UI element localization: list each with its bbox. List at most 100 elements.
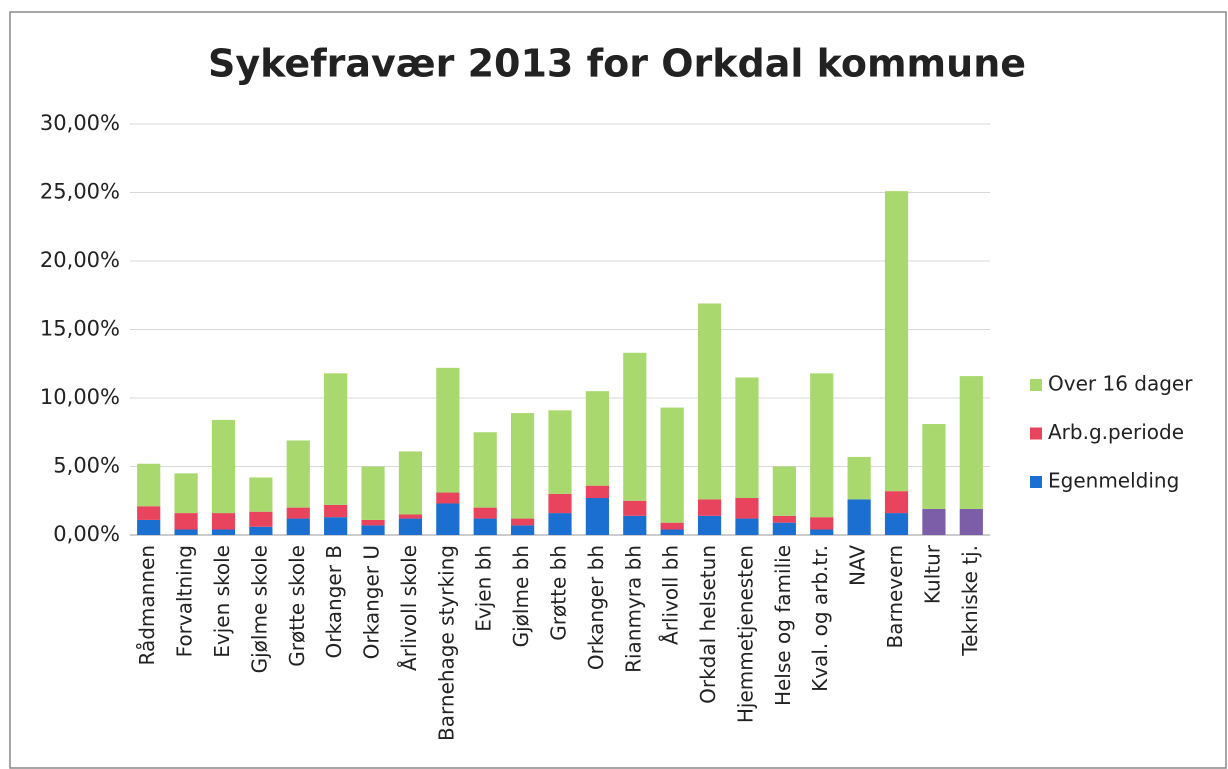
x-tick-label: Gjølme skole bbox=[247, 545, 271, 673]
bar-segment bbox=[697, 303, 722, 500]
bar-segment bbox=[660, 522, 684, 530]
bar-segment bbox=[211, 419, 236, 514]
bar-segment bbox=[922, 508, 946, 535]
legend-label: Egenmelding bbox=[1048, 469, 1179, 493]
x-tick-label: Orkanger bh bbox=[584, 545, 608, 670]
legend-label: Over 16 dager bbox=[1048, 372, 1193, 396]
x-tick-label: Gjølme bh bbox=[509, 545, 533, 647]
bar-segment bbox=[959, 376, 983, 509]
y-tick-label: 25,00% bbox=[40, 180, 120, 204]
y-tick-label: 5,00% bbox=[53, 454, 120, 478]
bar-segment bbox=[735, 518, 759, 535]
bar-segment bbox=[511, 525, 535, 535]
bar-segment bbox=[174, 473, 198, 514]
x-tick-label: Evjen skole bbox=[210, 545, 234, 658]
x-tick-label: Årlivoll bh bbox=[659, 545, 683, 645]
x-tick-label: Helse og familie bbox=[771, 545, 795, 706]
y-tick-label: 15,00% bbox=[40, 317, 120, 341]
bar-segment bbox=[174, 529, 198, 535]
bar-segment bbox=[211, 529, 236, 535]
bar-segment bbox=[137, 506, 161, 520]
y-tick-label: 20,00% bbox=[40, 248, 120, 272]
bar-segment bbox=[847, 499, 871, 535]
bar-segment bbox=[735, 498, 759, 519]
bar-segment bbox=[660, 529, 684, 535]
bar-segment bbox=[623, 352, 647, 501]
bar-segment bbox=[884, 513, 909, 535]
bar-segment bbox=[810, 373, 834, 518]
bar-segment bbox=[436, 492, 460, 504]
bar-segment bbox=[473, 518, 497, 535]
x-tick-label: Forvaltning bbox=[173, 545, 197, 657]
bar-segment bbox=[473, 432, 497, 508]
bar-segment bbox=[585, 485, 609, 499]
bar-segment bbox=[511, 518, 535, 526]
chart-frame bbox=[9, 11, 1227, 769]
bar-segment bbox=[735, 377, 759, 499]
x-tick-label: Rianmyra bh bbox=[621, 545, 645, 673]
x-tick-label: Orkanger B bbox=[322, 545, 346, 658]
bar-segment bbox=[398, 514, 423, 519]
y-tick-label: 10,00% bbox=[40, 385, 120, 409]
bar-segment bbox=[361, 525, 385, 535]
bar-segment bbox=[286, 507, 310, 519]
bar-segment bbox=[249, 526, 273, 535]
x-tick-label: Barnevern bbox=[883, 545, 907, 649]
bar-segment bbox=[361, 519, 385, 526]
bar-segment bbox=[137, 519, 161, 535]
x-tick-label: NAV bbox=[846, 545, 870, 586]
bar-segment bbox=[810, 529, 834, 535]
bar-segment bbox=[548, 410, 572, 494]
bar-segment bbox=[398, 451, 423, 515]
bar-segment bbox=[884, 191, 909, 492]
x-tick-label: Grøtte bh bbox=[547, 545, 571, 641]
bar-segment bbox=[249, 511, 273, 527]
bar-segment bbox=[585, 498, 609, 535]
bar-segment bbox=[324, 373, 348, 505]
legend-swatch bbox=[1030, 476, 1042, 488]
bar-segment bbox=[623, 500, 647, 516]
bar-segment bbox=[772, 515, 796, 523]
bar-segment bbox=[286, 440, 310, 508]
x-tick-label: Tekniske tj. bbox=[958, 545, 982, 657]
y-tick-label: 0,00% bbox=[53, 522, 120, 546]
bar-segment bbox=[847, 456, 871, 500]
bar-segment bbox=[772, 522, 796, 535]
bar-segment bbox=[324, 517, 348, 535]
x-tick-label: Årlivoll skole bbox=[397, 545, 421, 671]
bar-segment bbox=[361, 466, 385, 520]
bar-segment bbox=[697, 515, 722, 535]
bar-segment bbox=[324, 504, 348, 518]
chart-title: Sykefravær 2013 for Orkdal kommune bbox=[208, 42, 1026, 86]
bar-segment bbox=[810, 517, 834, 530]
y-tick-label: 30,00% bbox=[40, 111, 120, 135]
bar-segment bbox=[623, 515, 647, 535]
bar-segment bbox=[249, 477, 273, 512]
bar-segment bbox=[922, 424, 946, 509]
bar-segment bbox=[398, 518, 423, 535]
bar-segment bbox=[511, 413, 535, 519]
x-tick-label: Orkanger U bbox=[360, 545, 384, 659]
x-tick-label: Orkdal helsetun bbox=[696, 545, 720, 704]
bar-segment bbox=[772, 466, 796, 516]
x-tick-label: Rådmannen bbox=[135, 545, 159, 665]
x-tick-label: Kultur bbox=[920, 544, 944, 604]
bar-segment bbox=[137, 463, 161, 507]
bar-segment bbox=[174, 513, 198, 530]
bar-segment bbox=[286, 518, 310, 535]
legend-swatch bbox=[1030, 379, 1042, 391]
bar-segment bbox=[697, 499, 722, 516]
x-tick-label: Hjemmetjenesten bbox=[733, 545, 757, 723]
bar-segment bbox=[959, 508, 983, 535]
bar-segment bbox=[660, 407, 684, 523]
bar-segment bbox=[884, 491, 909, 514]
bar-segment bbox=[436, 367, 460, 493]
bar-segment bbox=[548, 493, 572, 514]
bar-segment bbox=[473, 507, 497, 519]
bar-segment bbox=[436, 503, 460, 535]
bar-segment bbox=[585, 391, 609, 486]
bar-segment bbox=[211, 513, 236, 530]
legend-swatch bbox=[1030, 427, 1042, 440]
